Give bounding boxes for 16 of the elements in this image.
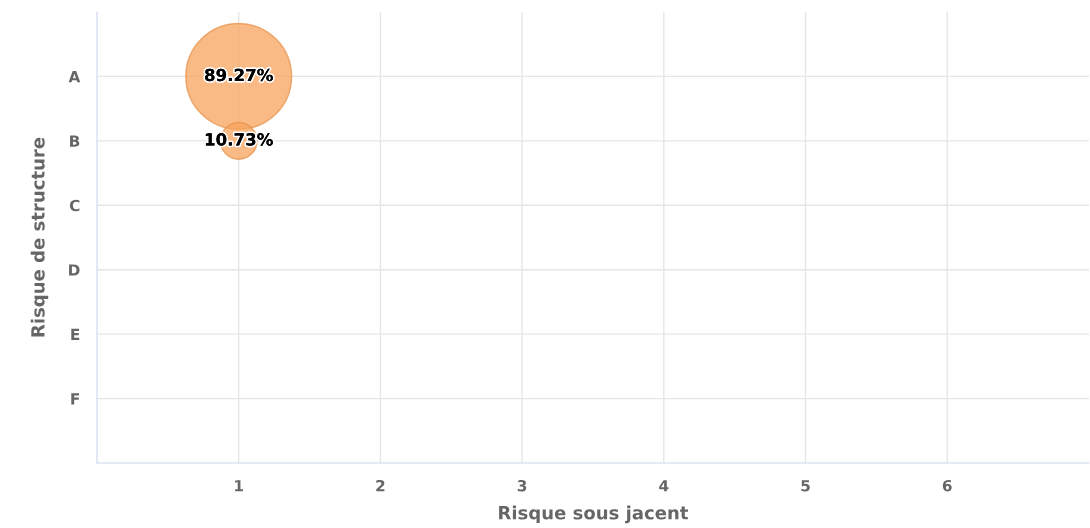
y-tick-label: F — [71, 393, 80, 405]
x-tick-label: 3 — [517, 479, 527, 492]
x-axis-title: Risque sous jacent — [499, 505, 689, 524]
x-tick-label: 6 — [942, 479, 952, 492]
y-tick-label: A — [68, 71, 81, 83]
x-tick-label: 4 — [659, 480, 669, 492]
y-tick-label: B — [70, 135, 80, 147]
y-tick-label: D — [69, 264, 80, 276]
x-tick-label: 1 — [235, 480, 243, 492]
y-axis-title: Risque de structure — [30, 137, 49, 337]
x-tick-label: 5 — [801, 480, 810, 492]
data-label: 89.27% — [205, 68, 273, 82]
y-tick-label: E — [71, 328, 80, 340]
x-tick-label: 2 — [376, 479, 385, 492]
y-tick-label: C — [69, 199, 80, 212]
data-label: 10.73% — [205, 133, 273, 146]
